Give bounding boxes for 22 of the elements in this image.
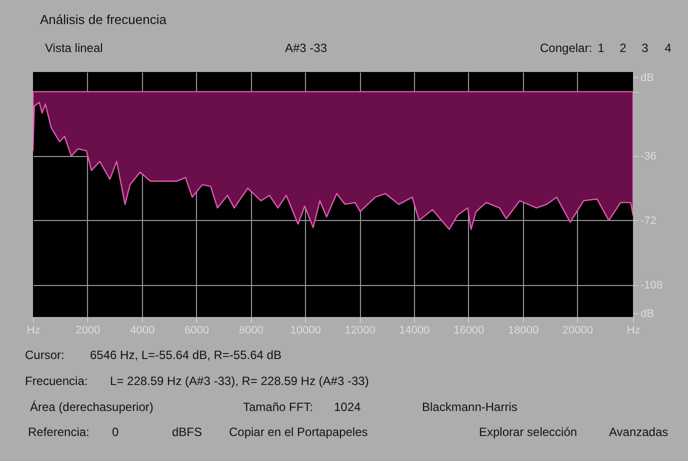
text: Frecuencia:	[25, 374, 88, 388]
text: Congelar:	[540, 41, 592, 55]
text: Área (derechasuperior)	[30, 400, 154, 414]
text: 6546 Hz, L=-55.64 dB, R=-55.64 dB	[90, 348, 282, 362]
text: Blackmann-Harris	[422, 400, 518, 414]
text: 4	[664, 41, 672, 55]
text: 3	[642, 41, 649, 55]
text: 1024	[334, 400, 362, 414]
text: Avanzadas	[609, 425, 668, 439]
text: Vista lineal	[45, 41, 103, 55]
text: 2	[620, 41, 627, 55]
text: 0	[112, 425, 119, 439]
text: Referencia:	[28, 425, 90, 439]
text: dBFS	[172, 425, 202, 439]
text: Tamaño FFT:	[243, 400, 314, 414]
text: 1	[598, 41, 605, 55]
text: A#3 -33	[285, 41, 328, 55]
text: Copiar en el Portapapeles	[229, 425, 368, 439]
text: L= 228.59 Hz (A#3 -33), R= 228.59 Hz (A#3 -33)	[110, 374, 369, 388]
chart-title: Análisis de frecuencia	[40, 12, 168, 27]
text: Cursor:	[25, 348, 64, 362]
text: Explorar selección	[479, 425, 578, 439]
